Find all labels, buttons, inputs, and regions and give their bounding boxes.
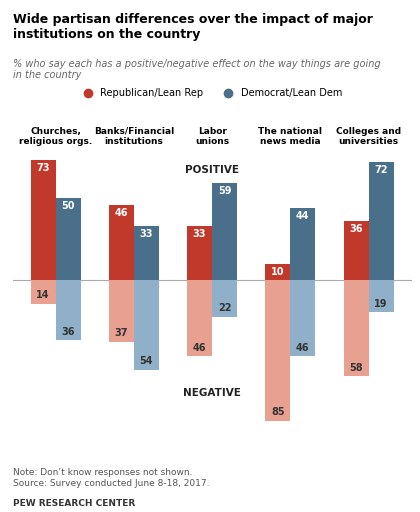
Text: 73: 73 xyxy=(37,163,50,174)
Text: 37: 37 xyxy=(115,328,128,338)
Text: 46: 46 xyxy=(296,343,310,353)
Text: 22: 22 xyxy=(218,304,231,313)
Bar xyxy=(344,281,369,376)
Text: Labor
unions: Labor unions xyxy=(195,126,229,146)
Text: 50: 50 xyxy=(61,201,75,211)
Text: 33: 33 xyxy=(193,229,206,239)
Text: 10: 10 xyxy=(271,267,285,278)
Bar xyxy=(212,183,237,281)
Text: 33: 33 xyxy=(139,229,153,239)
Bar xyxy=(55,281,81,340)
Bar xyxy=(265,281,290,421)
Text: 85: 85 xyxy=(271,408,285,417)
Text: 36: 36 xyxy=(61,327,75,336)
Bar xyxy=(290,281,315,356)
Bar xyxy=(31,281,55,304)
Text: % who say each has a positive/negative effect on the way things are going
in the: % who say each has a positive/negative e… xyxy=(13,59,380,80)
Text: POSITIVE: POSITIVE xyxy=(185,165,239,175)
Text: PEW RESEARCH CENTER: PEW RESEARCH CENTER xyxy=(13,499,135,508)
Bar xyxy=(187,226,212,281)
Bar xyxy=(369,162,394,281)
Bar xyxy=(265,264,290,281)
Bar xyxy=(290,208,315,281)
Text: 58: 58 xyxy=(349,363,363,373)
Text: Banks/Financial
institutions: Banks/Financial institutions xyxy=(94,126,174,146)
Text: 19: 19 xyxy=(374,298,388,309)
Text: 54: 54 xyxy=(139,356,153,366)
Bar xyxy=(369,281,394,312)
Bar xyxy=(55,198,81,281)
Text: 46: 46 xyxy=(115,208,128,218)
Text: Wide partisan differences over the impact of major
institutions on the country: Wide partisan differences over the impac… xyxy=(13,13,373,41)
Bar xyxy=(187,281,212,356)
Text: 36: 36 xyxy=(349,224,363,234)
Bar xyxy=(134,226,159,281)
Text: 44: 44 xyxy=(296,211,310,221)
Text: The national
news media: The national news media xyxy=(258,126,322,146)
Text: Colleges and
universities: Colleges and universities xyxy=(336,126,401,146)
Text: Note: Don’t know responses not shown.
Source: Survey conducted June 8-18, 2017.: Note: Don’t know responses not shown. So… xyxy=(13,468,209,488)
Bar xyxy=(344,221,369,281)
Bar xyxy=(109,205,134,281)
Text: 72: 72 xyxy=(374,165,388,175)
Text: 46: 46 xyxy=(193,343,206,353)
Text: NEGATIVE: NEGATIVE xyxy=(183,388,241,398)
Bar xyxy=(31,160,55,281)
Legend: Republican/Lean Rep, Democrat/Lean Dem: Republican/Lean Rep, Democrat/Lean Dem xyxy=(74,84,346,102)
Text: 59: 59 xyxy=(218,186,231,197)
Text: Churches,
religious orgs.: Churches, religious orgs. xyxy=(19,126,92,146)
Bar xyxy=(134,281,159,370)
Text: 14: 14 xyxy=(37,290,50,300)
Bar xyxy=(109,281,134,342)
Bar xyxy=(212,281,237,317)
